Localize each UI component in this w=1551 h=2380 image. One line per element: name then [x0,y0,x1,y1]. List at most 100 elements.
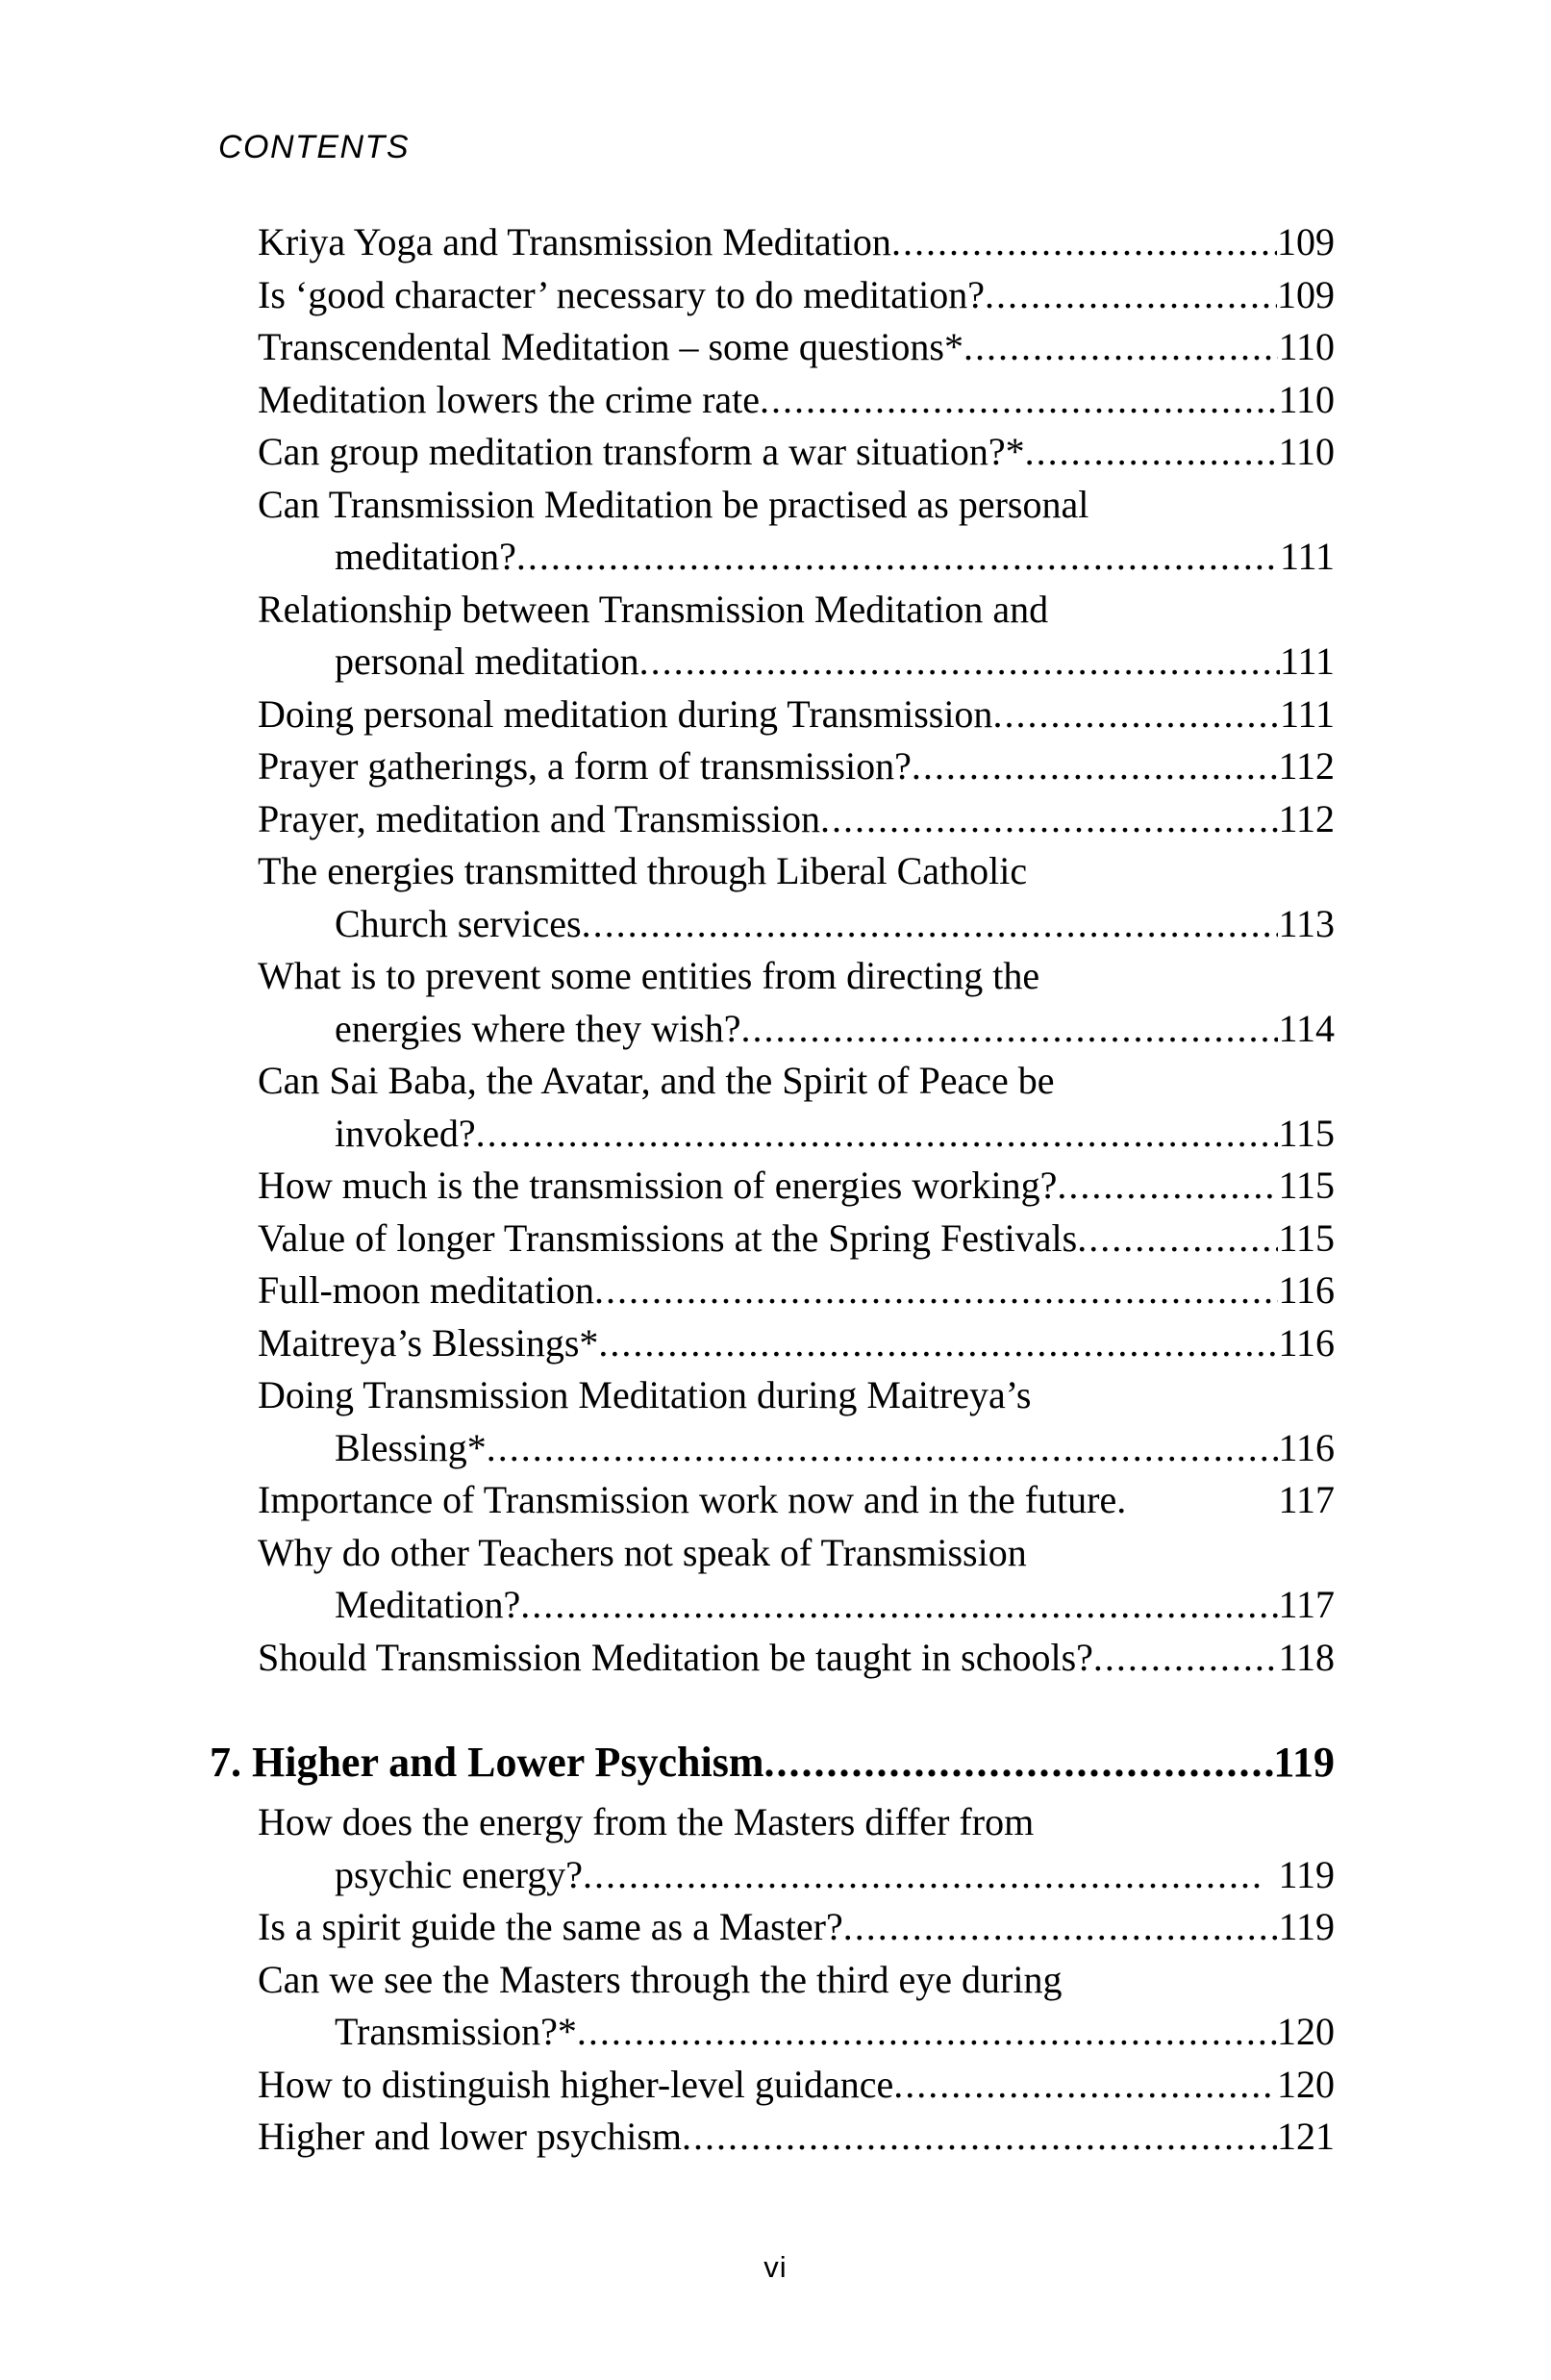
toc-entry: Kriya Yoga and Transmission Meditation 10… [258,216,1335,269]
toc-entry: Can group meditation transform a war sit… [258,426,1335,479]
dot-leader [520,1579,1278,1632]
page-number: 117 [1278,1583,1335,1626]
toc-entry-title: meditation? [335,535,516,578]
dot-leader [764,1737,1274,1790]
toc-entry: energies where they wish? 114 [258,1003,1335,1056]
toc-entry-title: How much is the transmission of energies… [258,1164,1058,1207]
toc-entry: Blessing* 116 [258,1422,1335,1475]
dot-leader [963,321,1279,374]
toc-entry: Maitreya’s Blessings* 116 [258,1317,1335,1370]
dot-leader [760,374,1278,427]
toc-entry-title: Value of longer Transmissions at the Spr… [258,1215,1078,1260]
dot-leader [516,531,1280,584]
toc-entry-title: What is to prevent some entities from di… [258,954,1040,997]
page-number: 116 [1278,1425,1335,1469]
toc-entry: Relationship between Transmission Medita… [258,584,1335,637]
toc-entry: Meditation lowers the crime rate 110 [258,374,1335,427]
dot-leader [487,1422,1279,1475]
toc-entry-title: Meditation lowers the crime rate [258,377,761,421]
toc-entry-title: Meditation? [335,1583,521,1626]
toc-entry-title: Transmission?* [335,2010,577,2053]
page-number: 110 [1278,430,1335,473]
dot-leader [594,1265,1279,1317]
toc-entry: Can Transmission Meditation be practised… [258,479,1335,532]
dot-leader [740,1003,1278,1056]
toc-entry: Prayer gatherings, a form of transmissio… [258,740,1335,793]
toc-entry: How to distinguish higher-level guidance… [258,2059,1335,2112]
page-number: 120 [1277,2010,1335,2053]
dot-leader [682,2111,1277,2164]
toc-entry-title: personal meditation [335,639,639,683]
toc-entry-title: Transcendental Meditation – some questio… [258,325,963,368]
page-number: 115 [1278,1164,1335,1207]
toc-entry: Meditation? 117 [258,1579,1335,1632]
toc-entry-title: Prayer gatherings, a form of transmissio… [258,744,912,788]
toc-entry-title: Can Sai Baba, the Avatar, and the Spirit… [258,1059,1055,1102]
toc-section-header: 7. Higher and Lower Psychism 119 [210,1737,1335,1790]
page-number: 116 [1278,1268,1335,1312]
page-number: 112 [1278,796,1335,840]
dot-leader [577,2006,1277,2059]
page-number: 119 [1278,1905,1335,1948]
toc-entry-title: Is a spirit guide the same as a Master? [258,1905,843,1948]
page-number: 116 [1278,1320,1335,1365]
toc-entry: Is ‘good character’ necessary to do medi… [258,269,1335,322]
toc-entry-title: Doing Transmission Meditation during Mai… [258,1373,1032,1416]
toc-entry: Should Transmission Meditation be taught… [258,1632,1335,1685]
page-number: 110 [1278,325,1335,368]
toc-entry-title: psychic energy? [335,1852,584,1896]
page-number: 111 [1279,639,1335,683]
toc-section-title: 7. Higher and Lower Psychism [210,1738,764,1786]
toc-list: Kriya Yoga and Transmission Meditation 10… [210,216,1335,2164]
toc-entry: Doing Transmission Meditation during Mai… [258,1369,1335,1422]
toc-entry: Transmission?* 120 [258,2006,1335,2059]
dot-leader [893,2059,1277,2112]
toc-entry-title: Church services [335,901,582,945]
toc-entry: Can we see the Masters through the third… [258,1954,1335,2007]
toc-entry-title: Maitreya’s Blessings* [258,1320,599,1365]
page-number: 119 [1278,1852,1335,1896]
dot-leader [639,636,1280,689]
dot-leader [992,689,1280,741]
dot-leader [1057,1160,1278,1213]
toc-entry-title: Doing personal meditation during Transmi… [258,691,993,736]
contents-running-head: CONTENTS [218,129,410,165]
toc-entry: meditation? 111 [258,531,1335,584]
toc-entry: Doing personal meditation during Transmi… [258,689,1335,741]
toc-entry: Importance of Transmission work now and … [258,1474,1335,1527]
toc-entry-title: Importance of Transmission work now and … [258,1478,1127,1521]
dot-leader [843,1901,1279,1954]
page-number: 115 [1278,1215,1335,1260]
toc-entry-title: Why do other Teachers not speak of Trans… [258,1530,1027,1574]
toc-entry-title: Should Transmission Meditation be taught… [258,1635,1093,1679]
page-number: 111 [1279,535,1335,578]
toc-entry: Is a spirit guide the same as a Master? 1… [258,1901,1335,1954]
page-number: 121 [1277,2115,1335,2158]
page-number: 113 [1278,901,1335,945]
toc-entry-title: How to distinguish higher-level guidance [258,2062,894,2106]
toc-entry: The energies transmitted through Liberal… [258,845,1335,898]
page-number: 114 [1278,1006,1335,1050]
toc-entry: invoked? 115 [258,1108,1335,1161]
dot-leader [582,898,1279,951]
dot-leader [476,1108,1279,1161]
toc-entry: Value of longer Transmissions at the Spr… [258,1213,1335,1265]
toc-entry-title: Full-moon meditation [258,1268,594,1312]
toc-entry: Prayer, meditation and Transmission 112 [258,793,1335,846]
page-number: 118 [1278,1635,1335,1679]
toc-entry-title: How does the energy from the Masters dif… [258,1800,1035,1843]
page-number: 111 [1279,691,1335,736]
toc-entry: Why do other Teachers not speak of Trans… [258,1527,1335,1580]
toc-entry-title: Higher and lower psychism [258,2115,683,2158]
dot-leader [1093,1632,1279,1685]
dot-leader [912,740,1279,793]
toc-entry: Higher and lower psychism 121 [258,2111,1335,2164]
page-number: 120 [1277,2062,1335,2106]
toc-entry-title: Prayer, meditation and Transmission [258,796,821,840]
dot-leader [985,269,1277,322]
dot-leader [583,1849,1264,1902]
dot-leader [1025,426,1279,479]
page-number: 112 [1278,744,1335,788]
dot-leader [598,1317,1278,1370]
